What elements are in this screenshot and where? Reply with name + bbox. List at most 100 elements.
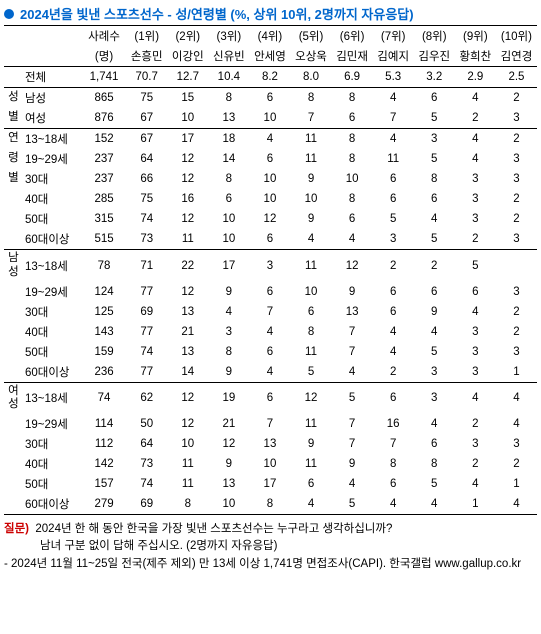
value-cell: 8 xyxy=(167,494,208,515)
group-cell: 령 xyxy=(4,149,23,169)
value-cell: 4 xyxy=(332,474,373,494)
value-cell: 7 xyxy=(249,414,290,434)
value-cell: 4 xyxy=(414,209,455,229)
value-cell: 11 xyxy=(373,149,414,169)
value-cell: 2 xyxy=(455,108,496,129)
value-cell: 8 xyxy=(373,454,414,474)
value-cell: 10 xyxy=(290,189,331,209)
value-cell: 3 xyxy=(496,229,537,250)
value-cell: 2 xyxy=(496,129,537,150)
value-cell: 5 xyxy=(332,382,373,414)
value-cell: 6 xyxy=(373,302,414,322)
question-line1: 2024년 한 해 동안 한국을 가장 빛낸 스포츠선수는 누구라고 생각하십니… xyxy=(35,523,392,535)
value-cell: 7 xyxy=(332,414,373,434)
value-cell: 11 xyxy=(167,474,208,494)
value-cell: 3 xyxy=(455,189,496,209)
col-header-name: 안세영 xyxy=(249,46,290,67)
value-cell: 4 xyxy=(455,474,496,494)
count-cell: 237 xyxy=(82,149,126,169)
value-cell: 2 xyxy=(373,250,414,282)
value-cell: 7 xyxy=(332,434,373,454)
table-row: 19~29세114501221711716424 xyxy=(4,414,537,434)
value-cell: 6 xyxy=(414,434,455,454)
value-cell: 11 xyxy=(290,149,331,169)
value-cell: 5 xyxy=(414,229,455,250)
group-cell xyxy=(4,322,23,342)
value-cell: 10 xyxy=(167,108,208,129)
count-cell: 152 xyxy=(82,129,126,150)
value-cell: 3 xyxy=(249,250,290,282)
value-cell: 13 xyxy=(332,302,373,322)
value-cell: 9 xyxy=(208,282,249,302)
value-cell: 4 xyxy=(249,362,290,383)
table-row: 40대14273119101198822 xyxy=(4,454,537,474)
value-cell: 13 xyxy=(208,474,249,494)
value-cell: 10 xyxy=(167,434,208,454)
value-cell: 9 xyxy=(332,454,373,474)
value-cell: 10 xyxy=(249,189,290,209)
count-cell: 125 xyxy=(82,302,126,322)
col-header-name: 김우진 xyxy=(414,46,455,67)
value-cell: 7 xyxy=(249,302,290,322)
value-cell: 2 xyxy=(496,88,537,109)
value-cell: 13 xyxy=(208,108,249,129)
value-cell: 12 xyxy=(332,250,373,282)
value-cell: 14 xyxy=(208,149,249,169)
value-cell: 4 xyxy=(496,414,537,434)
label-cell: 30대 xyxy=(23,169,82,189)
label-cell: 40대 xyxy=(23,322,82,342)
value-cell: 73 xyxy=(126,229,167,250)
value-cell: 9 xyxy=(290,434,331,454)
group-cell xyxy=(4,454,23,474)
value-cell: 8 xyxy=(208,88,249,109)
value-cell: 12.7 xyxy=(167,67,208,88)
value-cell: 3 xyxy=(455,342,496,362)
group-cell: 연 xyxy=(4,129,23,150)
count-cell: 78 xyxy=(82,250,126,282)
group-cell xyxy=(4,434,23,454)
value-cell: 17 xyxy=(208,250,249,282)
count-cell: 157 xyxy=(82,474,126,494)
value-cell: 67 xyxy=(126,129,167,150)
value-cell: 6 xyxy=(249,382,290,414)
value-cell: 4 xyxy=(373,342,414,362)
table-row: 별여성87667101310767523 xyxy=(4,108,537,129)
value-cell xyxy=(496,250,537,282)
value-cell: 4 xyxy=(455,302,496,322)
value-cell: 12 xyxy=(290,382,331,414)
value-cell: 4 xyxy=(373,494,414,515)
value-cell: 2 xyxy=(496,209,537,229)
value-cell: 3 xyxy=(496,434,537,454)
value-cell: 4 xyxy=(249,322,290,342)
value-cell: 5 xyxy=(373,209,414,229)
group-cell: 여성 xyxy=(4,382,23,414)
count-cell: 865 xyxy=(82,88,126,109)
count-cell: 159 xyxy=(82,342,126,362)
value-cell: 3 xyxy=(496,149,537,169)
value-cell: 77 xyxy=(126,282,167,302)
value-cell: 9 xyxy=(208,454,249,474)
value-cell: 8.0 xyxy=(290,67,331,88)
value-cell: 19 xyxy=(208,382,249,414)
value-cell: 21 xyxy=(208,414,249,434)
value-cell: 12 xyxy=(167,382,208,414)
table-body: 전체1,74170.712.710.48.28.06.95.33.22.92.5… xyxy=(4,67,537,515)
label-cell: 60대이상 xyxy=(23,229,82,250)
label-cell: 30대 xyxy=(23,434,82,454)
value-cell: 8 xyxy=(332,189,373,209)
value-cell: 4 xyxy=(332,229,373,250)
label-cell: 13~18세 xyxy=(23,382,82,414)
value-cell: 6 xyxy=(332,108,373,129)
col-header-rank: (5위) xyxy=(290,26,331,47)
table-row: 19~29세1247712961096663 xyxy=(4,282,537,302)
label-cell: 50대 xyxy=(23,209,82,229)
value-cell: 6 xyxy=(249,229,290,250)
group-cell xyxy=(4,189,23,209)
value-cell: 3 xyxy=(496,169,537,189)
value-cell: 2 xyxy=(496,189,537,209)
value-cell: 12 xyxy=(167,209,208,229)
value-cell: 3 xyxy=(414,129,455,150)
value-cell: 2 xyxy=(455,454,496,474)
value-cell: 4 xyxy=(455,129,496,150)
value-cell: 3 xyxy=(455,362,496,383)
